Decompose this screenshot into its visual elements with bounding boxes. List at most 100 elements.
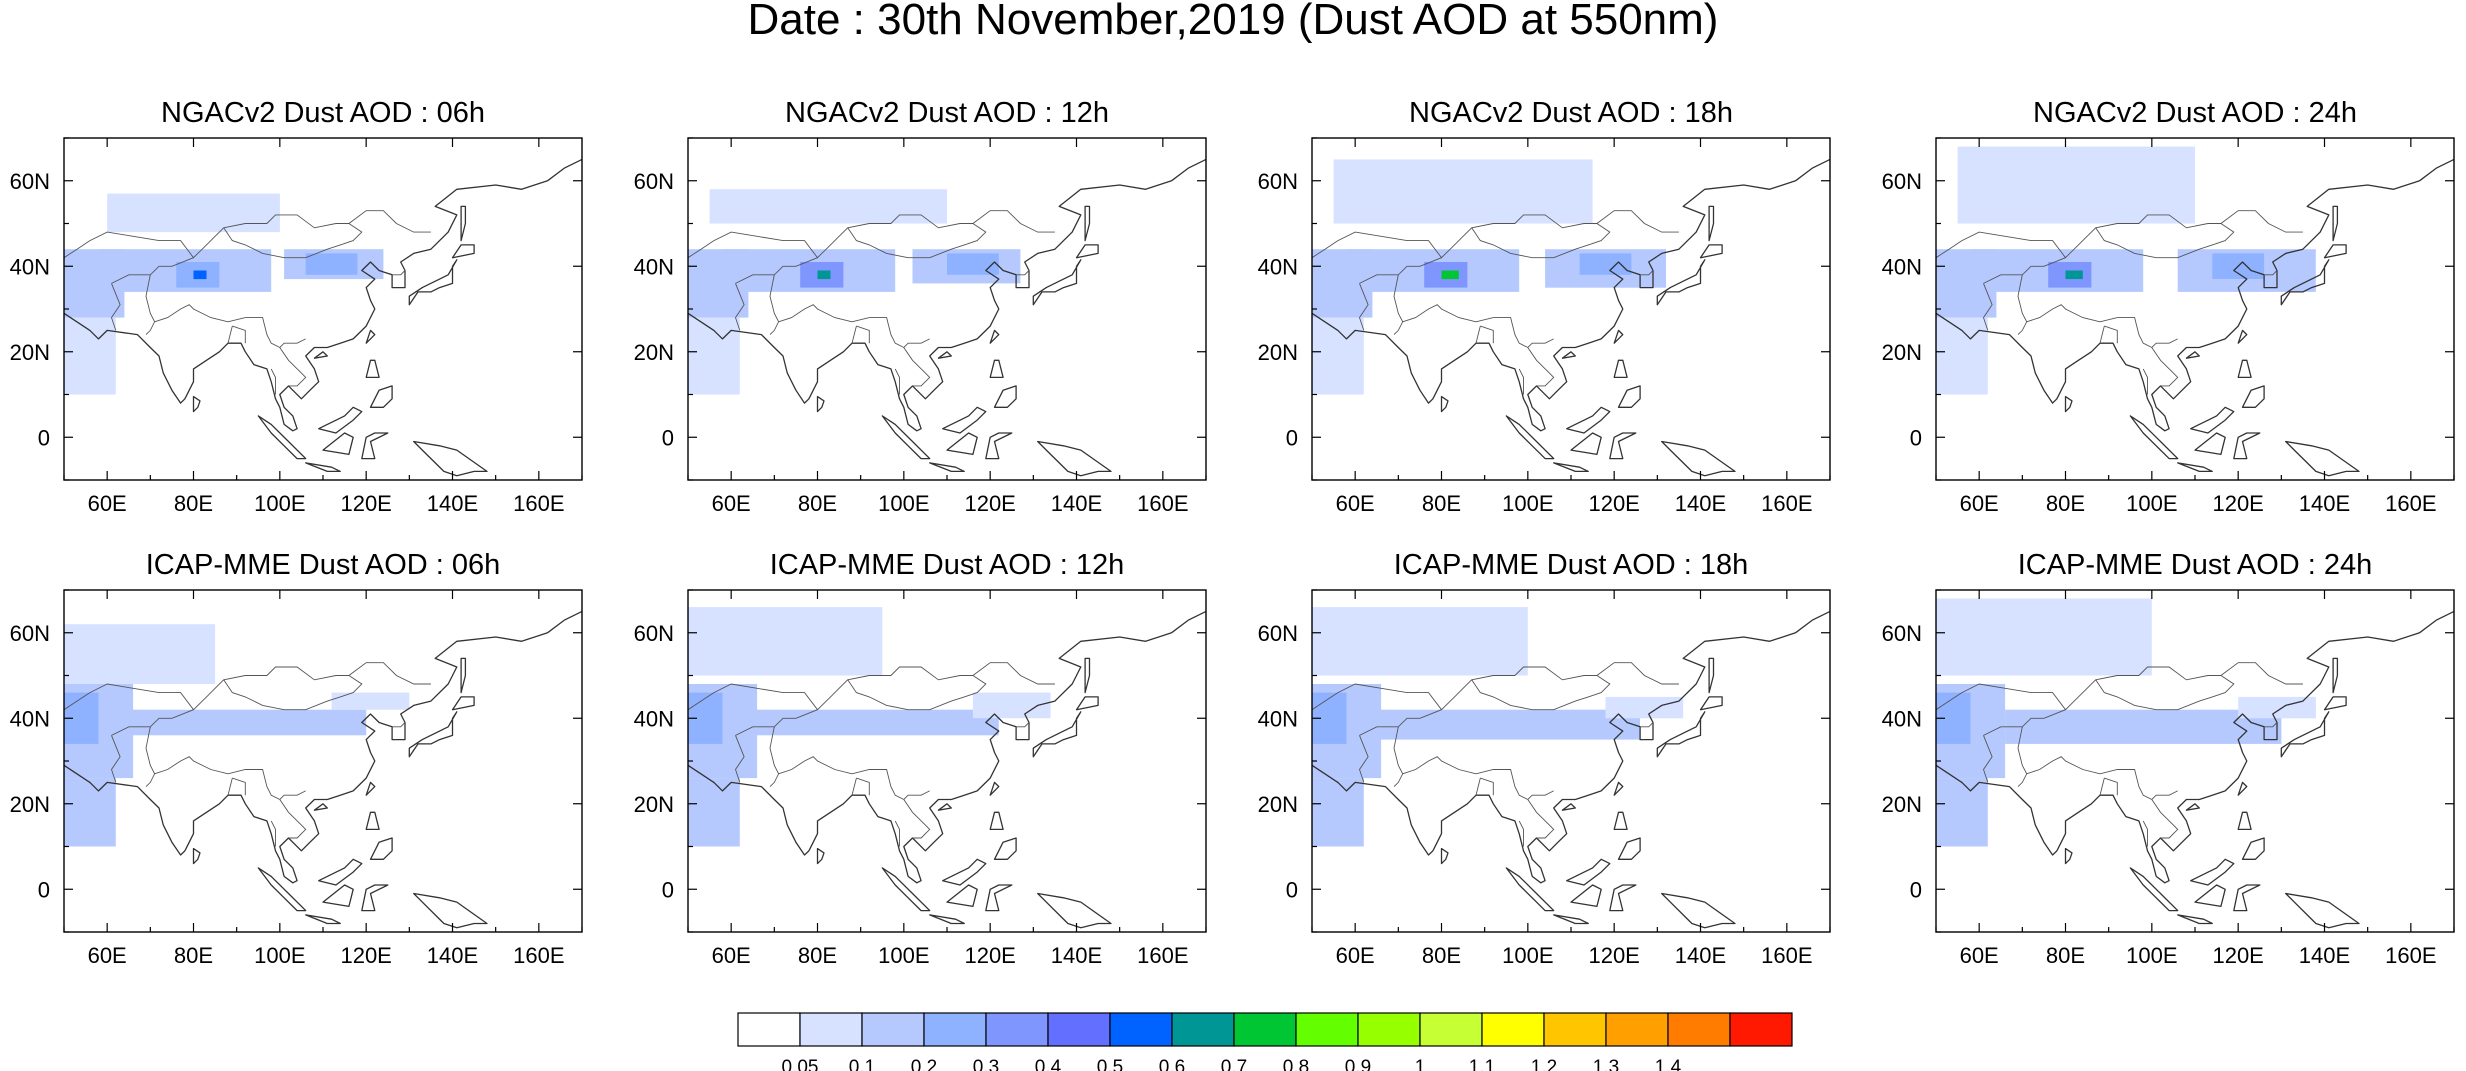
lon-tick-label: 120E — [340, 491, 391, 516]
island-outline — [1505, 867, 1555, 912]
aod-field-cell — [688, 778, 740, 847]
island-outline — [2064, 395, 2073, 413]
lon-tick-label: 100E — [2126, 491, 2177, 516]
island-outline — [408, 259, 458, 306]
island-outline — [1617, 837, 1641, 860]
country-border — [1983, 735, 1993, 783]
lat-tick-label: 60N — [1258, 169, 1298, 194]
lon-tick-label: 140E — [1051, 491, 1102, 516]
island-outline — [989, 329, 1000, 344]
island-outline — [2237, 811, 2252, 831]
aod-field-cell — [305, 253, 358, 275]
lon-tick-label: 160E — [2385, 943, 2436, 968]
country-border — [270, 820, 276, 847]
coastline — [1312, 158, 1830, 432]
island-outline — [2190, 858, 2235, 886]
island-outline — [2280, 259, 2330, 306]
aod-field-cell — [947, 253, 999, 275]
island-outline — [451, 244, 475, 259]
colorbar-swatch — [737, 1012, 801, 1047]
lon-tick-label: 140E — [427, 491, 478, 516]
country-border — [154, 756, 306, 801]
island-outline — [2237, 329, 2248, 344]
island-outline — [1570, 884, 1602, 908]
country-border — [1527, 799, 1555, 839]
map-area — [1936, 138, 2454, 480]
colorbar-swatch — [1729, 1012, 1793, 1047]
aod-field-cell — [1936, 778, 1988, 847]
country-border — [1402, 304, 1554, 349]
coastline — [1936, 610, 2454, 884]
island-outline — [2177, 914, 2213, 925]
island-outline — [1561, 351, 1576, 359]
lat-tick-label: 0 — [662, 425, 674, 450]
island-outline — [942, 858, 987, 886]
map-panel-ngacv2-12h: NGACv2 Dust AOD : 12h 60E 80E 100E 120E 140E 1… — [634, 97, 1207, 516]
island-outline — [1708, 657, 1715, 694]
country-border — [735, 210, 1055, 284]
lat-tick-label: 0 — [38, 877, 50, 902]
coastline — [688, 158, 1206, 432]
island-outline — [1656, 711, 1706, 758]
island-outline — [369, 837, 393, 860]
map-area — [1936, 590, 2454, 932]
lon-tick-label: 120E — [2212, 491, 2263, 516]
island-outline — [2280, 711, 2330, 758]
aod-field-cell — [1333, 159, 1593, 224]
lon-tick-label: 60E — [712, 943, 751, 968]
aod-field-cell — [1312, 607, 1528, 676]
map-area — [688, 138, 1206, 480]
island-outline — [929, 462, 965, 473]
lat-tick-label: 20N — [634, 792, 674, 817]
country-border — [1936, 231, 2066, 259]
lon-tick-label: 120E — [964, 943, 1015, 968]
country-border — [1527, 347, 1555, 387]
lon-tick-label: 100E — [2126, 943, 2177, 968]
island-outline — [369, 385, 393, 408]
island-outline — [413, 440, 488, 477]
island-outline — [2185, 351, 2200, 359]
island-outline — [929, 914, 965, 925]
country-border — [778, 304, 930, 349]
island-outline — [985, 884, 1013, 912]
panel-title: ICAP-MME Dust AOD : 12h — [770, 549, 1125, 581]
island-outline — [1032, 711, 1082, 758]
aod-field-cell — [115, 709, 367, 736]
lon-tick-label: 100E — [878, 491, 929, 516]
country-border — [111, 735, 121, 783]
map-panel-ngacv2-18h: NGACv2 Dust AOD : 18h 60E 80E 100E 120E 140E 1… — [1258, 97, 1831, 516]
lon-tick-label: 140E — [1675, 491, 1726, 516]
island-outline — [2285, 440, 2360, 477]
lon-tick-label: 140E — [1675, 943, 1726, 968]
island-outline — [2185, 803, 2200, 811]
lat-tick-label: 20N — [1882, 792, 1922, 817]
country-border — [2264, 722, 2278, 728]
island-outline — [989, 359, 1004, 379]
colorbar-swatch — [799, 1012, 863, 1047]
lon-tick-label: 60E — [712, 491, 751, 516]
map-background — [64, 138, 582, 480]
island-outline — [942, 406, 987, 434]
country-border — [2017, 726, 2028, 787]
aod-field-cell — [688, 317, 740, 395]
aod-field-cell — [739, 709, 999, 736]
country-border — [894, 820, 900, 847]
panel-title: NGACv2 Dust AOD : 12h — [785, 97, 1109, 129]
map-area — [64, 138, 582, 480]
island-outline — [2064, 847, 2073, 865]
country-border — [851, 325, 857, 344]
lon-tick-label: 80E — [1422, 491, 1461, 516]
lat-tick-label: 40N — [634, 254, 674, 279]
lat-tick-label: 20N — [634, 340, 674, 365]
island-outline — [2285, 892, 2360, 929]
lon-tick-label: 160E — [1137, 491, 1188, 516]
country-border — [903, 347, 931, 387]
island-outline — [2241, 837, 2265, 860]
island-outline — [305, 914, 341, 925]
country-border — [2104, 325, 2118, 344]
lon-tick-label: 120E — [964, 491, 1015, 516]
country-border — [1480, 777, 1494, 796]
lat-tick-label: 60N — [1258, 621, 1298, 646]
island-outline — [1609, 432, 1637, 460]
